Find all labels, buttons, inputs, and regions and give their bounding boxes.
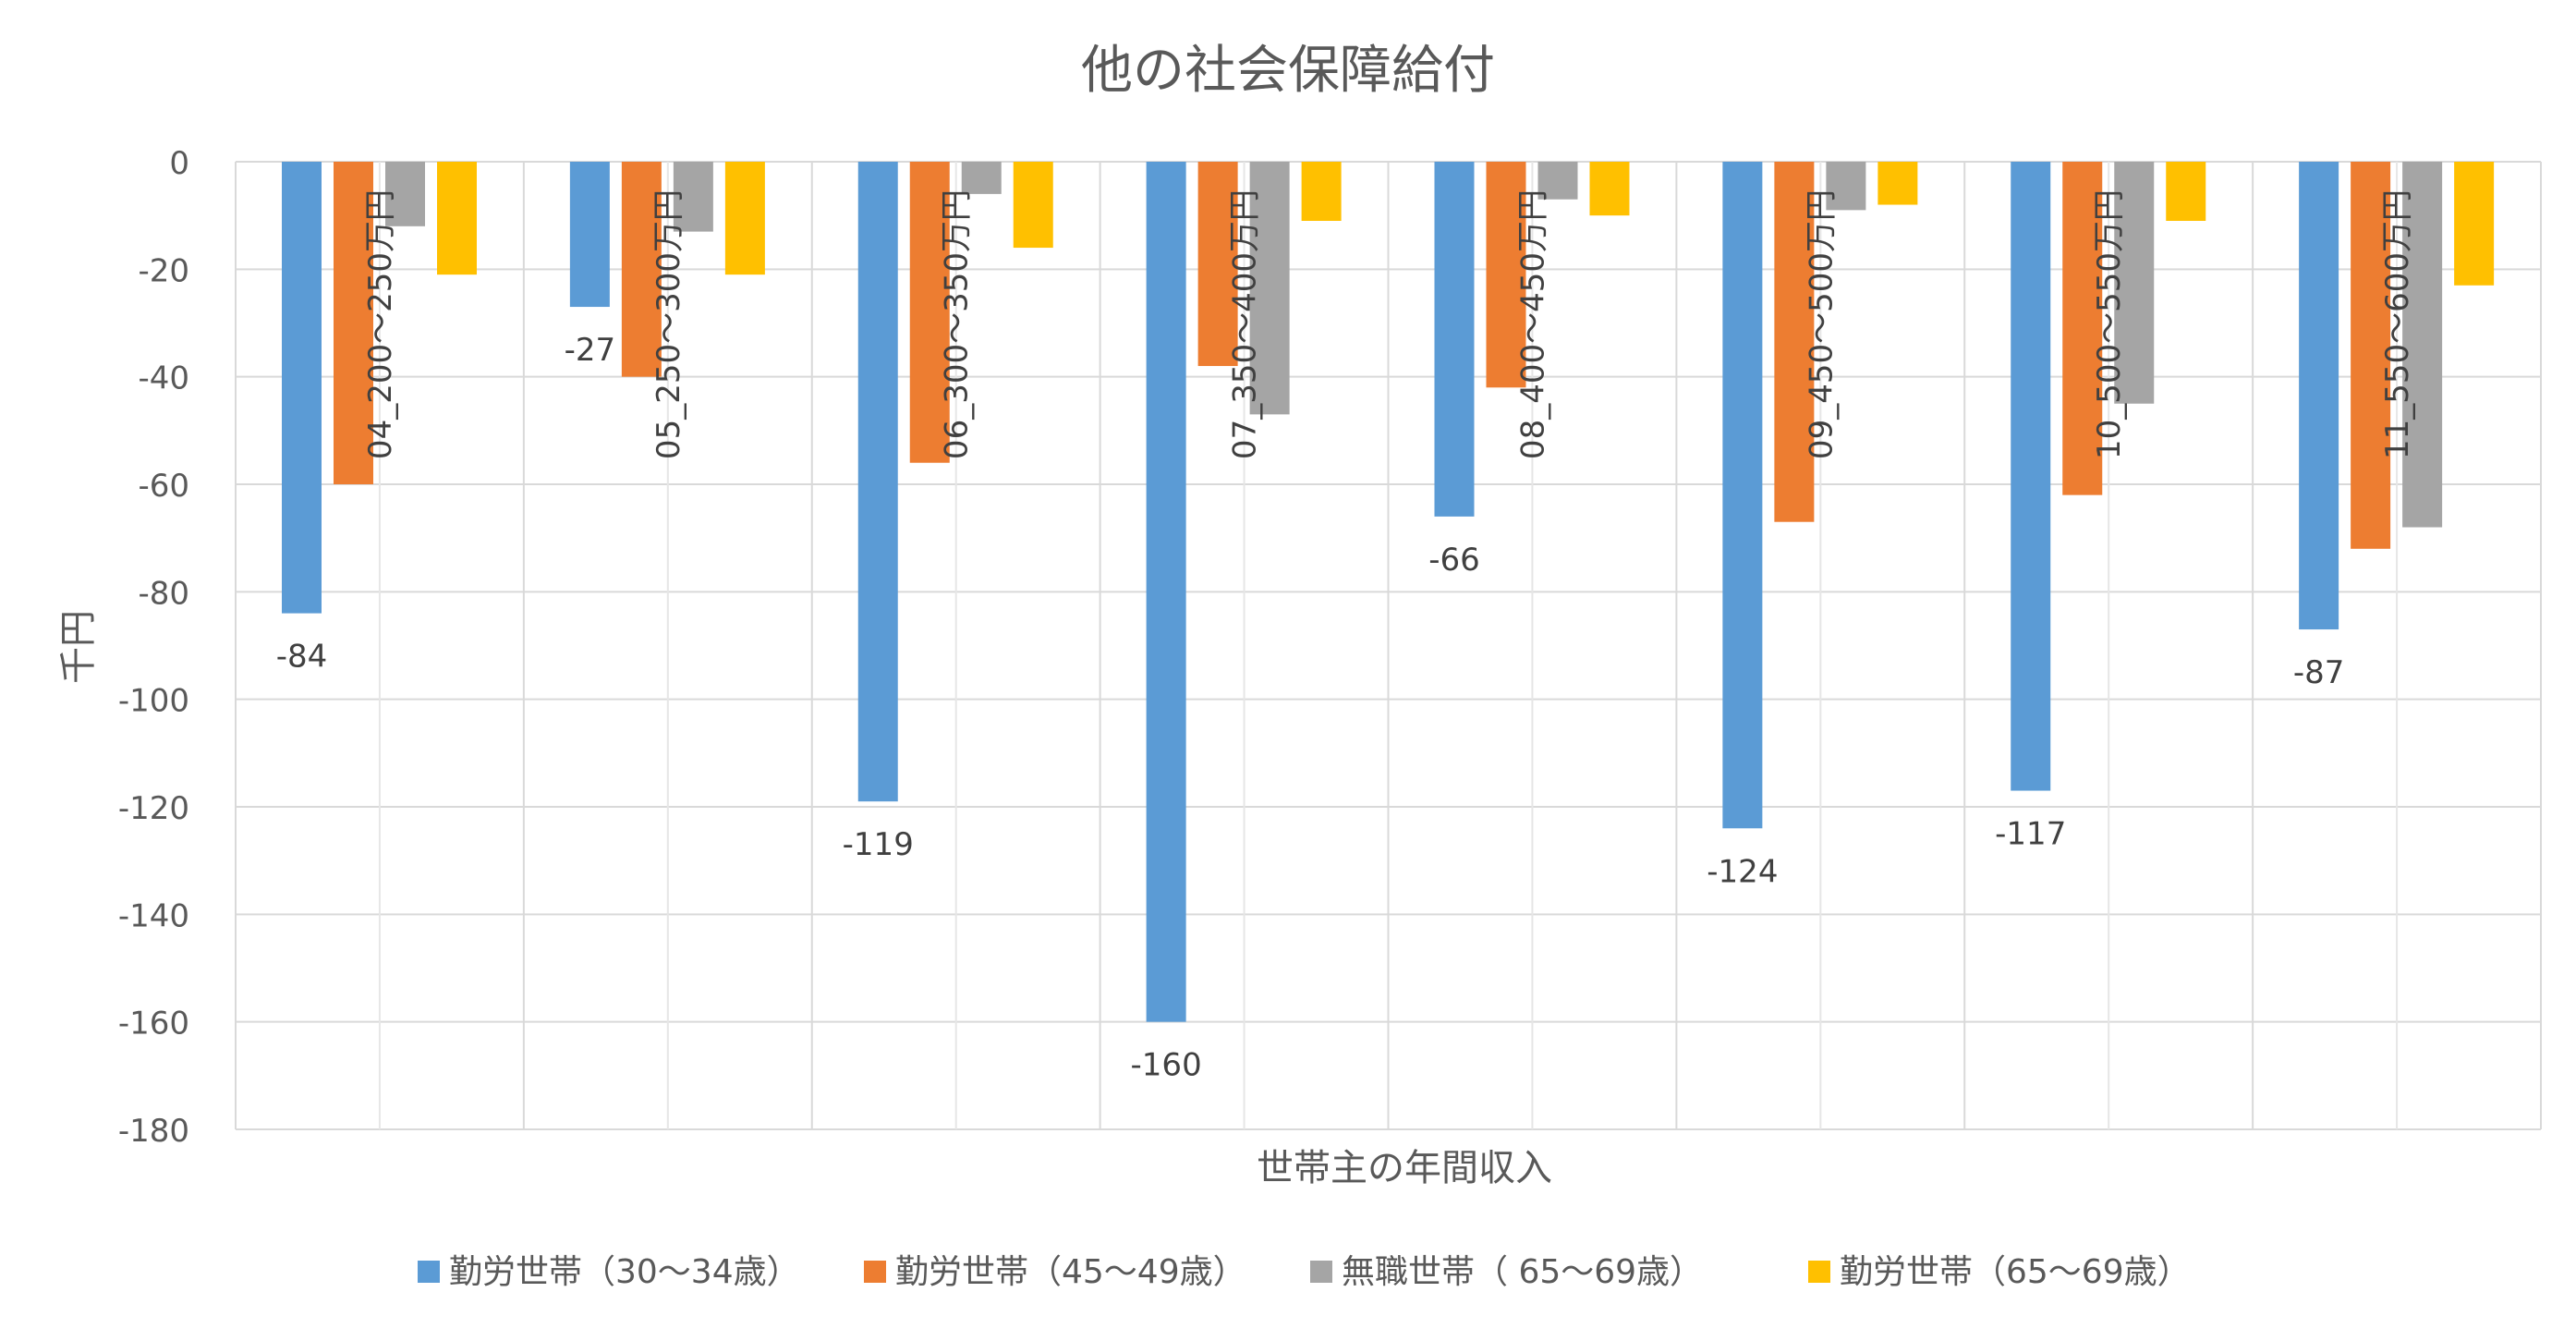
y-tick-label: -160 [118, 1006, 189, 1042]
data-label: -160 [1131, 1047, 1202, 1084]
y-axis-ticks: 0 -20 -40 -60 -80 -100 -120 -140 -160 -180 [118, 145, 189, 1150]
category-labels: 04_200～250万円 05_250～300万円 06_300～350万円 07_3… [362, 189, 2416, 459]
y-axis-title: 千円 [57, 610, 100, 684]
legend-label: 勤労世帯（45～49歳） [895, 1253, 1246, 1291]
bar [724, 162, 765, 275]
y-tick-label: -120 [118, 790, 189, 827]
legend-swatch [1310, 1261, 1332, 1283]
category-label: 08_400～450万円 [1514, 189, 1551, 459]
category-label: 06_300～350万円 [939, 189, 976, 459]
legend: 勤労世帯（30～34歳） 勤労世帯（45～49歳） 無職世帯（ 65～69歳） 勤労世… [418, 1253, 2191, 1291]
bar [1774, 162, 1815, 522]
bar [2011, 162, 2051, 791]
y-tick-label: -40 [138, 360, 189, 397]
chart-title: 他の社会保障給付 [1081, 41, 1495, 101]
bar [2454, 162, 2495, 286]
data-label: -117 [1995, 816, 2066, 853]
bar [1589, 162, 1630, 216]
x-axis-title: 世帯主の年間収入 [1257, 1147, 1552, 1189]
category-label: 07_350～400万円 [1227, 189, 1264, 459]
bar [1434, 162, 1475, 517]
data-label: -119 [843, 826, 914, 863]
bar [437, 162, 477, 275]
legend-label: 勤労世帯（65～69歳） [1840, 1253, 2191, 1291]
legend-label: 勤労世帯（30～34歳） [449, 1253, 800, 1291]
bar [2351, 162, 2391, 549]
bar [961, 162, 1002, 194]
data-label: -124 [1707, 853, 1778, 890]
data-label: -84 [276, 639, 328, 676]
bar [857, 162, 898, 802]
legend-label: 無職世帯（ 65～69歳） [1342, 1253, 1703, 1291]
legend-swatch [864, 1261, 886, 1283]
data-labels: -84 -27 -119 -160 -66 -124 -117 -87 [276, 332, 2345, 1084]
category-label: 09_450～500万円 [1803, 189, 1840, 459]
bar [673, 162, 713, 232]
bar [1013, 162, 1053, 249]
data-label: -66 [1428, 542, 1480, 579]
category-label: 10_500～550万円 [2091, 189, 2128, 459]
bar [1301, 162, 1342, 221]
y-tick-label: -20 [138, 252, 189, 289]
bar [1877, 162, 1918, 205]
bar [1146, 162, 1186, 1022]
bar [334, 162, 373, 484]
bar [282, 162, 322, 614]
bar [2166, 162, 2206, 221]
y-tick-label: 0 [169, 145, 189, 182]
data-label: -27 [565, 332, 616, 369]
bar [1537, 162, 1578, 200]
category-label: 05_250～300万円 [650, 189, 687, 459]
bar [569, 162, 610, 308]
bar [909, 162, 950, 463]
y-tick-label: -60 [138, 468, 189, 505]
bar [1826, 162, 1866, 211]
bar [385, 162, 425, 226]
bar [2402, 162, 2443, 528]
bar [2299, 162, 2339, 630]
legend-swatch [1808, 1261, 1830, 1283]
data-label: -87 [2293, 654, 2345, 691]
bar [1249, 162, 1290, 415]
gridlines [235, 161, 2542, 1130]
bar [2062, 162, 2103, 495]
y-tick-label: -180 [118, 1113, 189, 1150]
y-tick-label: -80 [138, 575, 189, 612]
bar [1197, 162, 1238, 367]
bar [621, 162, 662, 377]
legend-swatch [418, 1261, 440, 1283]
y-tick-label: -100 [118, 683, 189, 720]
category-label: 04_200～250万円 [362, 189, 399, 459]
bar [2114, 162, 2155, 404]
bars [282, 162, 2495, 1022]
bar [1722, 162, 1763, 829]
bar [1486, 162, 1526, 388]
category-label: 11_550～600万円 [2379, 189, 2416, 459]
y-tick-label: -140 [118, 897, 189, 934]
